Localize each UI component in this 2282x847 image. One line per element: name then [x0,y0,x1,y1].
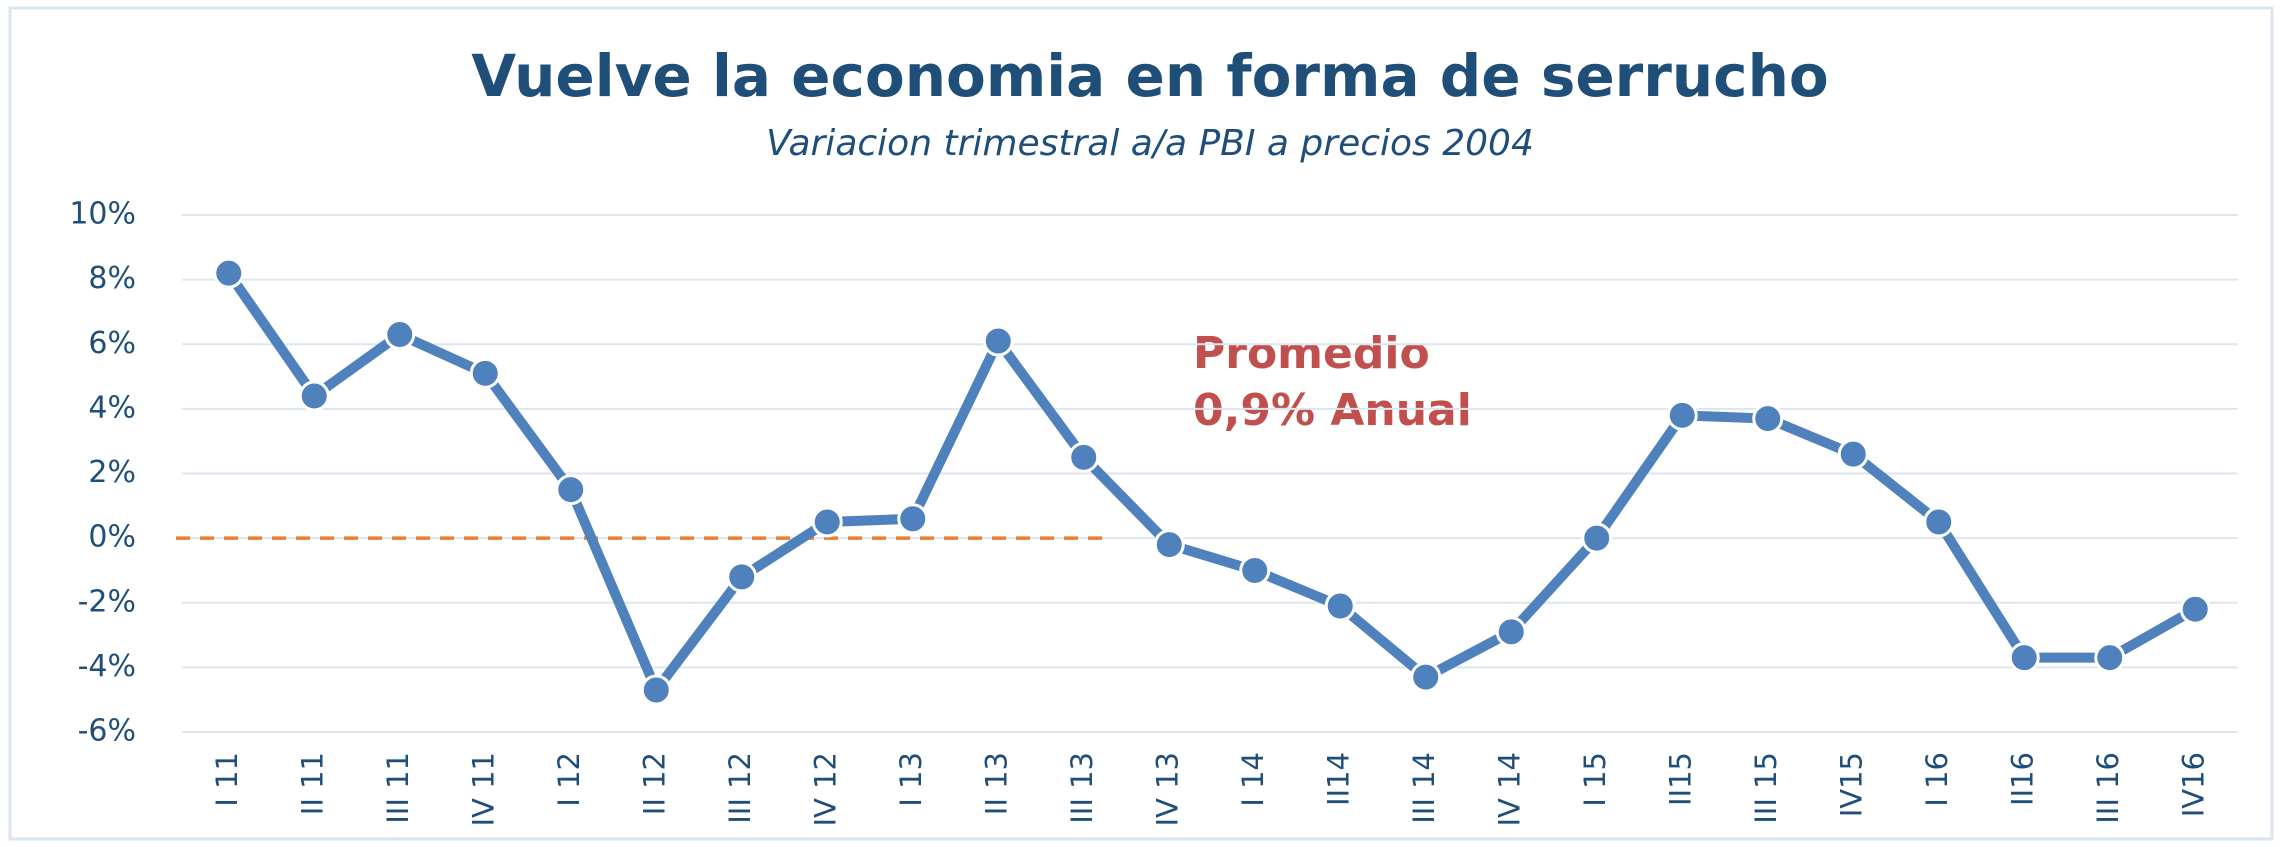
x-tick-label: III 13 [1065,752,1099,824]
x-tick-label: II 12 [637,752,671,815]
series-line [223,268,2201,695]
data-point [640,674,672,706]
data-point [469,357,501,389]
x-tick-label: IV 11 [466,752,500,827]
data-point [897,503,929,535]
x-tick-label: IV 12 [808,752,842,827]
data-point [384,319,416,351]
x-tick-label: I 16 [1920,752,1954,807]
x-tick-label: III 12 [723,752,757,824]
data-point [298,380,330,412]
chart-subtitle: Variacion trimestral a/a PBI a precios 2… [766,123,1534,164]
y-tick-label: -6% [78,714,136,749]
y-tick-label: 6% [88,326,136,361]
y-tick-label: 2% [88,455,136,490]
x-tick-label: II16 [2005,752,2039,806]
x-tick-label: IV16 [2176,752,2210,817]
data-point [2008,642,2040,674]
x-tick-label: III 11 [381,752,415,824]
data-point [213,257,245,289]
x-tick-label: IV 14 [1492,752,1526,827]
annotation: Promedio [1193,328,1430,379]
y-tick-label: -2% [78,584,136,619]
chart-border [8,6,2274,841]
x-tick-label: I 11 [210,752,244,807]
data-point [811,506,843,538]
data-point [1324,590,1356,622]
x-tick-label: III 16 [2091,752,2125,824]
y-tick-label: 8% [88,261,136,296]
x-tick-label: II14 [1321,752,1355,806]
data-point [1752,403,1784,435]
y-tick-label: 0% [88,520,136,555]
x-tick-label: I 13 [894,752,928,807]
x-tick-label: I 14 [1236,752,1270,807]
data-point [1581,522,1613,554]
x-tick-label: III 14 [1407,752,1441,824]
x-tick-label: I 15 [1578,752,1612,807]
x-tick-label: III 15 [1749,752,1783,824]
data-point [726,561,758,593]
x-tick-label: II 11 [295,752,329,815]
y-tick-label: -4% [78,649,136,684]
x-tick-label: IV15 [1834,752,1868,817]
data-point [1410,661,1442,693]
data-point [1153,529,1185,561]
data-point [2179,593,2211,625]
data-point [982,325,1014,357]
data-point [555,474,587,506]
y-tick-label: 10% [69,197,136,232]
data-point [1495,616,1527,648]
chart-title: Vuelve la economia en forma de serrucho [471,42,1828,110]
data-point [2094,642,2126,674]
x-tick-label: IV 13 [1150,752,1184,827]
data-point [1923,506,1955,538]
x-tick-label: II15 [1663,752,1697,806]
data-point [1068,441,1100,473]
data-point [1666,399,1698,431]
x-tick-label: I 12 [552,752,586,807]
annotation: 0,9% Anual [1193,385,1472,436]
y-tick-label: 4% [88,390,136,425]
x-tick-label: II 13 [979,752,1013,815]
data-point [1837,438,1869,470]
data-point [1239,554,1271,586]
